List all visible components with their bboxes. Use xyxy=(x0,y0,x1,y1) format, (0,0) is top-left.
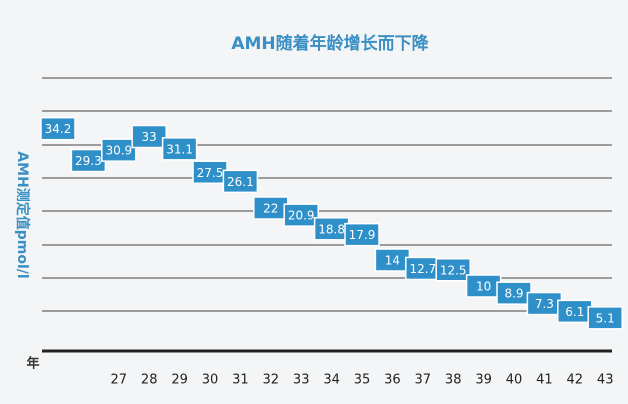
value-label: 34.2 xyxy=(45,122,72,136)
value-box xyxy=(131,124,167,149)
value-label: 20.9 xyxy=(288,209,315,223)
value-box xyxy=(101,138,137,162)
y-axis-label: AMH测定值pmol/l xyxy=(14,151,31,278)
x-tick-label: 28 xyxy=(141,373,158,388)
value-box xyxy=(283,203,319,227)
value-label: 10 xyxy=(476,280,491,294)
value-label: 30.9 xyxy=(105,144,132,158)
x-tick-label: 40 xyxy=(506,373,523,388)
x-tick-label: 36 xyxy=(384,373,401,388)
x-tick-label: 38 xyxy=(445,373,462,388)
value-label: 31.1 xyxy=(166,142,193,156)
x-tick-label: 41 xyxy=(536,373,553,388)
value-label: 22 xyxy=(263,202,278,216)
x-tick-label: 35 xyxy=(354,373,371,388)
x-tick-label: 30 xyxy=(202,373,219,388)
value-label: 27.5 xyxy=(197,166,224,180)
value-label: 12.5 xyxy=(440,263,467,277)
value-label: 12.7 xyxy=(409,262,436,276)
value-label: 8.9 xyxy=(504,287,523,301)
value-label: 26.1 xyxy=(227,175,254,189)
value-box xyxy=(40,116,76,141)
value-box xyxy=(344,222,380,247)
value-label: 7.3 xyxy=(535,297,554,311)
value-label: 6.1 xyxy=(565,305,584,319)
value-box xyxy=(222,169,259,194)
x-tick-label: 29 xyxy=(171,373,188,388)
x-tick-label: 31 xyxy=(232,373,249,388)
x-tick-label: 37 xyxy=(415,373,432,388)
x-tick-label: 39 xyxy=(475,373,492,388)
x-tick-label: 43 xyxy=(597,373,614,388)
value-label: 14 xyxy=(385,254,400,268)
value-box xyxy=(435,258,471,282)
x-tick-label: 33 xyxy=(293,373,310,388)
x-tick-label: 27 xyxy=(111,373,128,388)
x-tick-label: 42 xyxy=(567,373,584,388)
value-label: 5.1 xyxy=(596,311,615,325)
value-label: 17.9 xyxy=(349,228,376,242)
value-box xyxy=(587,306,623,330)
value-label: 33 xyxy=(142,130,157,144)
value-label: 29.3 xyxy=(75,154,102,168)
value-box xyxy=(161,137,198,161)
x-tick-label: 34 xyxy=(323,373,340,388)
x-axis-label: 年 xyxy=(26,356,39,372)
value-label: 18.8 xyxy=(318,222,345,236)
x-tick-label: 32 xyxy=(263,373,280,388)
chart-title: AMH随着年龄增长而下降 xyxy=(231,33,429,54)
